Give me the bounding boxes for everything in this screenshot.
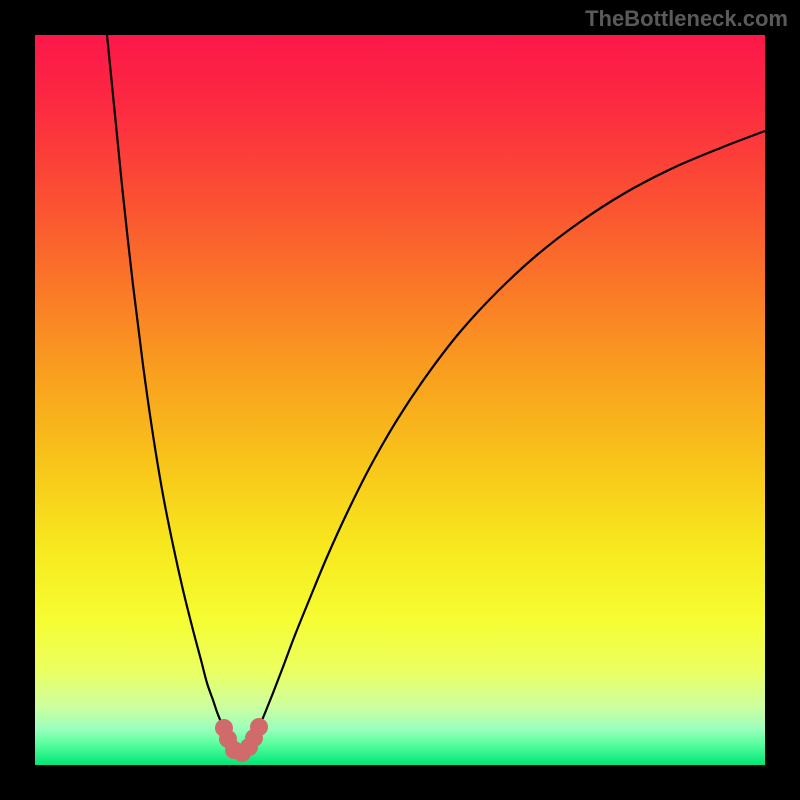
curve-overlay [35, 35, 765, 765]
watermark-text: TheBottleneck.com [585, 6, 788, 32]
marker-point [250, 718, 268, 736]
curve-right [249, 131, 765, 747]
curve-left [107, 35, 234, 747]
chart-container: TheBottleneck.com [0, 0, 800, 800]
plot-area [35, 35, 765, 765]
